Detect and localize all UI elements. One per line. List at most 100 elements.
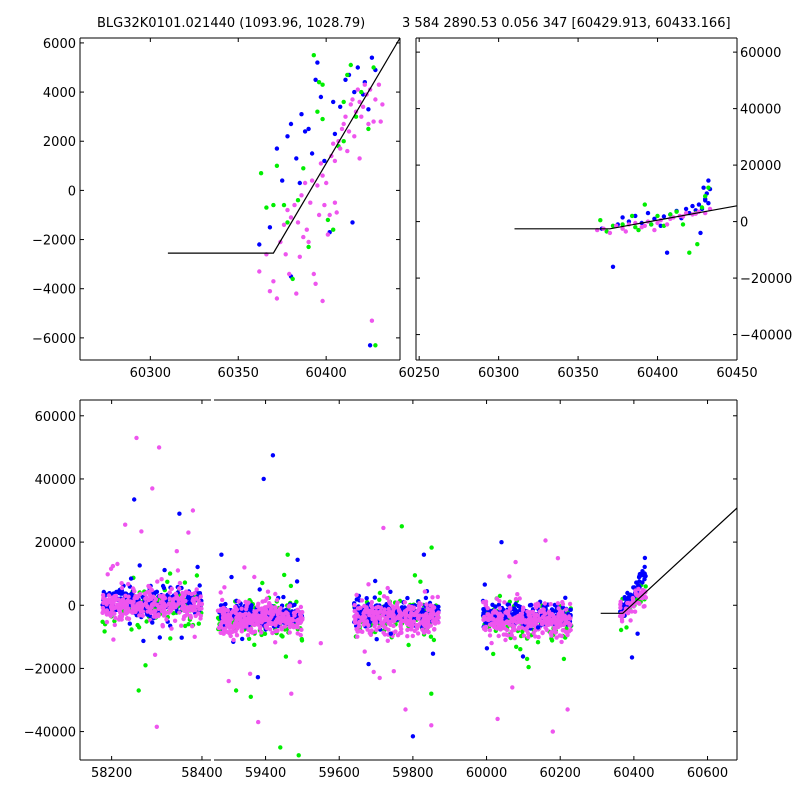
bottom-point-magenta bbox=[297, 612, 303, 617]
top-left-model-line bbox=[167, 38, 400, 254]
bottom-outlier-magenta bbox=[429, 723, 434, 728]
bottom-point-green bbox=[618, 627, 624, 633]
bottom-point-magenta bbox=[512, 627, 517, 633]
top-left-point-magenta bbox=[345, 148, 350, 154]
bottom-point-magenta bbox=[246, 600, 251, 605]
top-left-point-blue bbox=[280, 178, 285, 183]
bottom-point-magenta bbox=[108, 613, 114, 619]
bottom-point-magenta bbox=[167, 602, 172, 607]
bottom-point-green bbox=[262, 631, 268, 636]
top-right-point-blue bbox=[683, 206, 689, 212]
bottom-point-magenta bbox=[509, 633, 514, 638]
top-left-point-green bbox=[341, 139, 346, 144]
title-right: 3 584 2890.53 0.056 347 [60429.913, 6043… bbox=[402, 16, 731, 31]
bottom-point-magenta bbox=[498, 623, 503, 628]
bottom-point-magenta bbox=[354, 627, 359, 632]
top-left-point-magenta bbox=[355, 87, 360, 92]
bottom-point-magenta bbox=[491, 621, 496, 626]
bottom-point-magenta bbox=[143, 601, 148, 606]
bottom-point-magenta bbox=[155, 602, 160, 608]
bottom-point-magenta bbox=[435, 594, 440, 600]
bottom-point-magenta bbox=[405, 627, 410, 633]
top-left-xtick-label: 60300 bbox=[130, 366, 171, 381]
bottom-point-green bbox=[100, 619, 105, 624]
bottom-point-blue bbox=[197, 591, 203, 596]
bottom-point-magenta bbox=[192, 634, 197, 639]
bottom-point-green bbox=[514, 644, 519, 649]
bottom-point-magenta bbox=[287, 620, 293, 625]
title-left: BLG32K0101.021440 (1093.96, 1028.79) bbox=[97, 16, 366, 31]
bottom-point-magenta bbox=[285, 615, 291, 621]
top-left-point-blue bbox=[332, 131, 338, 137]
bottom-point-magenta bbox=[539, 622, 545, 627]
bottom-point-magenta bbox=[273, 628, 278, 634]
top-left-point-green bbox=[295, 198, 301, 203]
bottom-point-blue bbox=[157, 635, 162, 640]
bottom-outlier-blue bbox=[132, 497, 137, 502]
top-left-point-magenta bbox=[346, 129, 352, 134]
bottom-point-magenta bbox=[234, 621, 239, 626]
bottom-point-blue bbox=[195, 564, 200, 570]
bottom-point-magenta bbox=[273, 622, 278, 628]
bottom-point-magenta bbox=[170, 599, 175, 604]
bottom-point-green bbox=[491, 651, 496, 657]
top-left-point-magenta bbox=[334, 210, 339, 215]
bottom-point-magenta bbox=[239, 606, 244, 611]
bottom-point-magenta bbox=[410, 633, 415, 639]
top-right-point-magenta bbox=[683, 210, 689, 216]
bottom-ytick-label: 40000 bbox=[35, 473, 76, 488]
bottom-point-magenta bbox=[560, 601, 566, 607]
bottom-point-blue bbox=[520, 654, 526, 659]
bottom-point-magenta bbox=[153, 608, 158, 614]
bottom-point-magenta bbox=[132, 589, 137, 594]
bottom-point-magenta bbox=[268, 627, 273, 632]
bottom-point-blue bbox=[430, 651, 436, 656]
top-right-xtick-label: 60350 bbox=[557, 366, 598, 381]
bottom-point-magenta bbox=[408, 605, 413, 610]
top-right-point-blue bbox=[696, 202, 702, 207]
bottom-point-blue bbox=[161, 585, 167, 591]
bottom-point-magenta bbox=[515, 592, 520, 597]
top-left-point-magenta bbox=[332, 158, 338, 164]
bottom-point-magenta bbox=[190, 624, 195, 629]
bottom-point-blue bbox=[513, 601, 518, 607]
bottom-point-green bbox=[518, 647, 523, 652]
top-left-point-magenta bbox=[325, 232, 331, 237]
bottom-point-magenta bbox=[554, 635, 559, 640]
bottom-point-magenta bbox=[122, 603, 127, 608]
bottom-point-magenta bbox=[252, 617, 257, 622]
top-left-point-green bbox=[311, 53, 316, 58]
top-left-point-blue bbox=[299, 112, 304, 117]
bottom-point-magenta bbox=[220, 597, 225, 603]
bottom-point-green bbox=[102, 629, 107, 634]
bottom-point-magenta bbox=[126, 581, 131, 587]
bottom-point-magenta bbox=[385, 595, 390, 601]
top-left-point-magenta bbox=[357, 99, 362, 105]
bottom-point-magenta bbox=[487, 628, 493, 633]
bottom-point-magenta bbox=[431, 605, 436, 611]
bottom-point-magenta bbox=[245, 617, 250, 622]
top-right-point-magenta bbox=[664, 222, 670, 227]
bottom-xtick-label: 59600 bbox=[319, 766, 360, 781]
bottom-point-magenta bbox=[190, 598, 195, 603]
bottom-outlier-green bbox=[429, 691, 434, 696]
bottom-point-magenta bbox=[542, 610, 547, 616]
bottom-point-blue bbox=[240, 636, 245, 642]
bottom-outlier-magenta bbox=[495, 716, 500, 722]
bottom-point-magenta bbox=[267, 601, 272, 606]
bottom-point-magenta bbox=[160, 624, 165, 629]
bottom-point-magenta bbox=[422, 589, 428, 594]
bottom-point-magenta bbox=[515, 613, 521, 619]
top-left-point-magenta bbox=[318, 161, 324, 166]
bottom-point-magenta bbox=[636, 586, 641, 592]
top-right-point-blue bbox=[633, 213, 638, 219]
bottom-point-magenta bbox=[287, 603, 293, 608]
bottom-point-magenta bbox=[277, 607, 282, 612]
top-right-point-green bbox=[649, 222, 654, 227]
bottom-plot-segment-1 bbox=[215, 453, 737, 758]
bottom-point-magenta bbox=[381, 594, 387, 599]
bottom-point-magenta bbox=[282, 619, 287, 624]
bottom-xtick-label: 58200 bbox=[91, 766, 132, 781]
bottom-point-magenta bbox=[385, 618, 391, 624]
bottom-point-magenta bbox=[521, 633, 527, 638]
